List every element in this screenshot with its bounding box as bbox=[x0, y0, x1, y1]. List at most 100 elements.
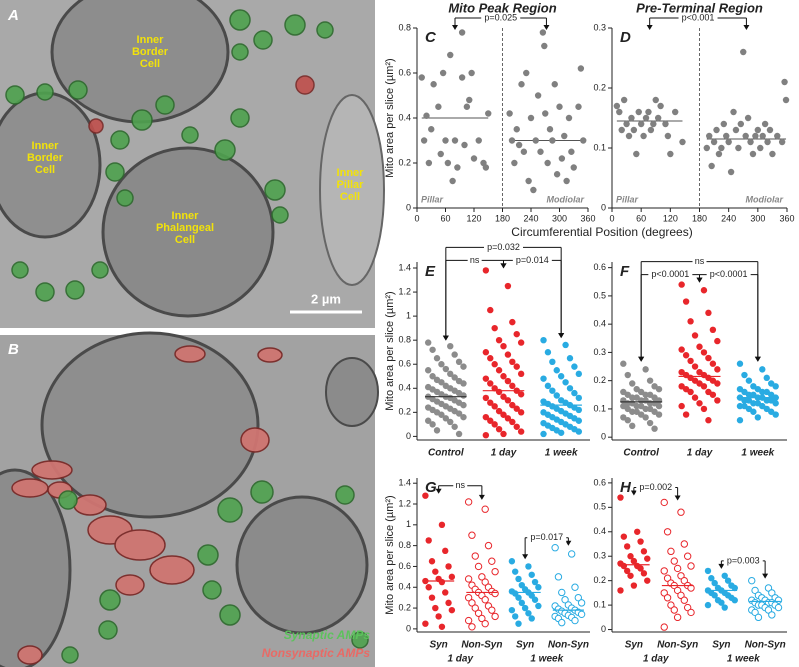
y-tick-label: 1.4 bbox=[398, 478, 411, 488]
point bbox=[577, 599, 586, 607]
y-tick-label: 0.2 bbox=[593, 375, 606, 385]
point bbox=[730, 108, 737, 116]
point bbox=[433, 427, 441, 434]
point bbox=[539, 29, 547, 36]
point bbox=[517, 409, 525, 416]
point bbox=[521, 604, 529, 612]
point bbox=[481, 619, 489, 628]
point bbox=[527, 114, 535, 122]
point bbox=[565, 114, 573, 122]
point bbox=[664, 132, 672, 140]
point bbox=[491, 589, 499, 598]
point bbox=[678, 402, 685, 410]
point bbox=[471, 604, 479, 612]
point bbox=[553, 367, 560, 374]
point bbox=[617, 494, 624, 501]
point bbox=[687, 584, 695, 592]
y-tick-label: 0.2 bbox=[398, 602, 411, 612]
point bbox=[506, 110, 513, 117]
point bbox=[772, 400, 779, 407]
point bbox=[772, 383, 779, 390]
point bbox=[553, 171, 561, 178]
point bbox=[629, 380, 636, 387]
point bbox=[772, 411, 779, 418]
category-label: Control bbox=[623, 448, 659, 459]
point bbox=[509, 401, 516, 409]
point bbox=[704, 601, 712, 609]
panel-letter: D bbox=[620, 29, 631, 46]
point bbox=[500, 373, 507, 380]
corner-label: Pillar bbox=[616, 194, 639, 204]
bracket-arrowhead bbox=[543, 25, 550, 30]
x-tick-label: 180 bbox=[692, 213, 707, 223]
point bbox=[678, 346, 685, 353]
bracket-arrowhead bbox=[558, 333, 565, 339]
point bbox=[531, 596, 539, 603]
point bbox=[687, 608, 695, 617]
point bbox=[491, 567, 499, 576]
point bbox=[630, 582, 638, 589]
point bbox=[482, 375, 490, 382]
point bbox=[422, 492, 429, 499]
point bbox=[551, 81, 558, 88]
point bbox=[495, 388, 503, 396]
y-tick-label: 0.2 bbox=[398, 407, 411, 417]
point bbox=[646, 419, 654, 427]
point bbox=[680, 540, 689, 548]
point bbox=[428, 558, 436, 565]
point bbox=[768, 611, 776, 619]
point bbox=[491, 612, 499, 621]
point bbox=[481, 578, 489, 586]
point bbox=[458, 74, 466, 81]
point bbox=[747, 138, 754, 146]
point bbox=[500, 430, 507, 438]
point bbox=[482, 164, 490, 171]
point bbox=[442, 137, 449, 144]
x-tick-label: 240 bbox=[523, 213, 538, 223]
point bbox=[778, 138, 786, 146]
y-tick-label: 0 bbox=[601, 432, 606, 442]
p-value-bg bbox=[527, 532, 567, 543]
y-tick-label: 0.6 bbox=[593, 262, 606, 272]
point bbox=[677, 591, 685, 600]
point bbox=[752, 132, 759, 140]
point bbox=[627, 572, 634, 579]
point bbox=[537, 148, 544, 155]
point bbox=[687, 357, 694, 365]
point bbox=[714, 366, 721, 373]
point bbox=[428, 126, 435, 133]
point bbox=[513, 126, 520, 133]
y-tick-label: 0.4 bbox=[593, 319, 606, 329]
point bbox=[482, 431, 490, 439]
point bbox=[580, 137, 587, 144]
point bbox=[617, 587, 624, 594]
category-label: 1 day bbox=[687, 448, 713, 459]
point bbox=[461, 141, 468, 149]
bracket-arrowhead bbox=[638, 356, 645, 362]
point bbox=[566, 355, 574, 362]
category-label: Syn bbox=[429, 640, 447, 651]
point bbox=[513, 405, 520, 412]
corner-label: Modiolar bbox=[746, 194, 784, 204]
point bbox=[718, 599, 725, 606]
p-value: p=0.002 bbox=[639, 482, 672, 492]
point bbox=[474, 609, 483, 617]
point bbox=[616, 108, 623, 116]
point bbox=[491, 385, 498, 392]
y-tick-label: 0.3 bbox=[593, 22, 606, 32]
point bbox=[495, 367, 503, 374]
x-tick-label: 240 bbox=[721, 213, 736, 223]
cell-label: Inner Pillar Cell bbox=[337, 167, 365, 203]
bracket-arrowhead bbox=[646, 25, 653, 30]
point bbox=[447, 370, 454, 378]
point bbox=[687, 388, 694, 396]
point bbox=[663, 528, 672, 536]
point bbox=[680, 576, 689, 585]
point bbox=[663, 594, 672, 602]
point bbox=[518, 599, 526, 607]
point bbox=[525, 563, 532, 570]
point bbox=[754, 613, 763, 622]
point bbox=[759, 388, 766, 396]
point bbox=[635, 108, 642, 116]
point bbox=[691, 332, 699, 339]
